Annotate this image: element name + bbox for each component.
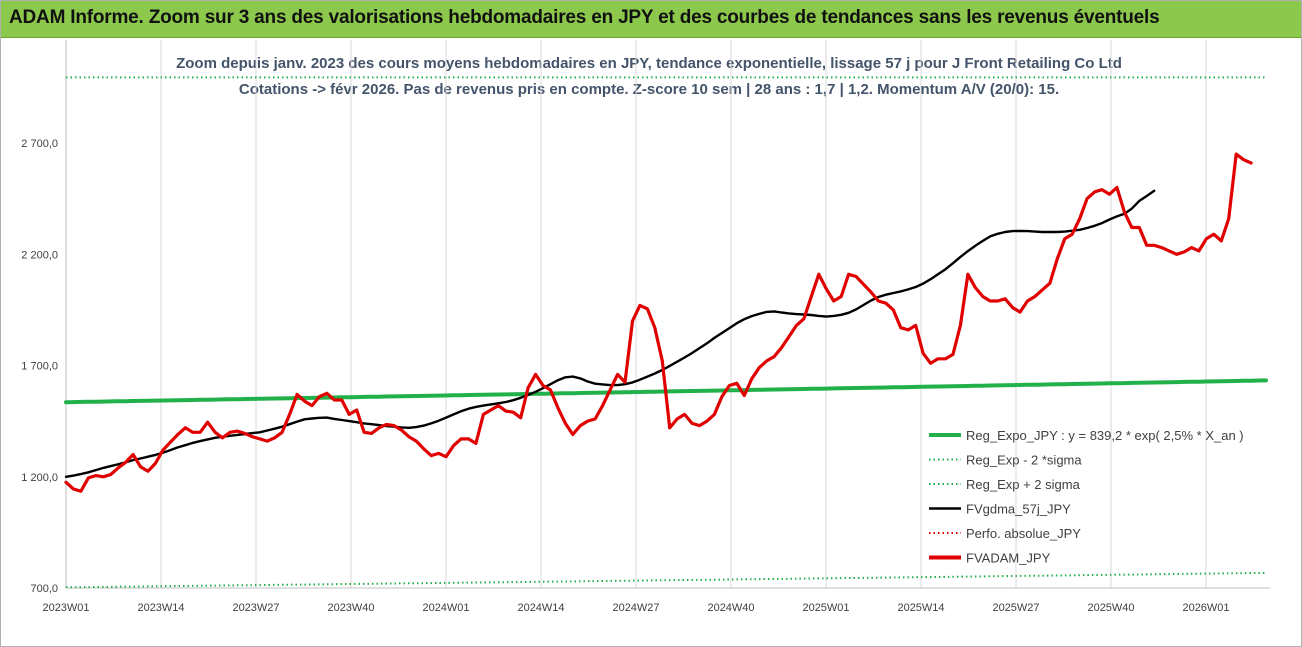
x-tick-label: 2026W01: [1182, 602, 1229, 614]
series-line-5: [64, 152, 1253, 493]
y-tick-label: 1 200,0: [21, 472, 58, 484]
x-tick-label: 2023W14: [137, 602, 184, 614]
x-tick-label: 2024W27: [612, 602, 659, 614]
x-tick-label: 2024W40: [707, 602, 754, 614]
y-tick-label: 1 700,0: [21, 361, 58, 373]
axes: 2023W01 2023W14 2023W27 2023W40 2024W01 2024W…: [21, 40, 1270, 614]
x-tick-label: 2025W40: [1087, 602, 1134, 614]
legend-label: FVADAM_JPY: [966, 551, 1051, 566]
legend: Reg_Expo_JPY : y = 839,2 * exp( 2,5% * X…: [929, 428, 1244, 566]
page-title: ADAM Informe. Zoom sur 3 ans des valoris…: [9, 7, 1160, 28]
x-tick-label: 2023W27: [232, 602, 279, 614]
x-tick-label: 2024W01: [422, 602, 469, 614]
series-lines: [64, 76, 1268, 589]
x-tick-label: 2024W14: [517, 602, 564, 614]
x-tick-label: 2025W27: [992, 602, 1039, 614]
x-tick-label: 2025W14: [897, 602, 944, 614]
chart-subtitle-line1: Zoom depuis janv. 2023 des cours moyens …: [176, 55, 1122, 72]
legend-label: Reg_Exp - 2 *sigma: [966, 453, 1082, 468]
legend-label: FVgdma_57j_JPY: [966, 502, 1071, 517]
title-banner: ADAM Informe. Zoom sur 3 ans des valoris…: [1, 1, 1301, 38]
y-tick-label: 2 700,0: [21, 138, 58, 150]
legend-label: Perfo. absolue_JPY: [966, 526, 1081, 541]
series-line-1: [65, 571, 1267, 589]
x-tick-label: 2023W40: [327, 602, 374, 614]
chart-subtitle-line2: Cotations -> févr 2026. Pas de revenus p…: [239, 81, 1059, 98]
x-tick-label: 2023W01: [42, 602, 89, 614]
legend-label: Reg_Expo_JPY : y = 839,2 * exp( 2,5% * X…: [966, 428, 1244, 443]
y-tick-label: 700,0: [30, 583, 58, 595]
x-tick-label: 2025W01: [802, 602, 849, 614]
y-tick-label: 2 200,0: [21, 249, 58, 261]
legend-label: Reg_Exp + 2 sigma: [966, 477, 1081, 492]
